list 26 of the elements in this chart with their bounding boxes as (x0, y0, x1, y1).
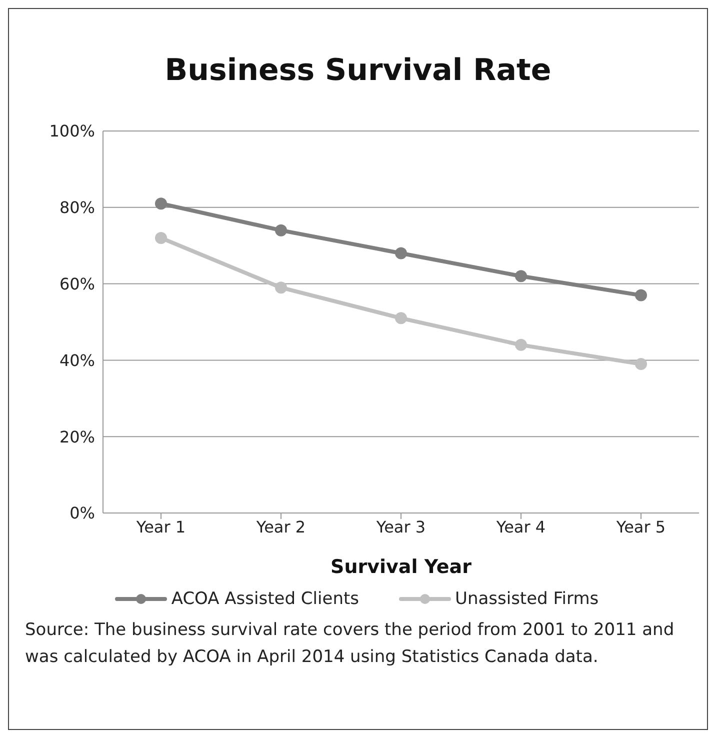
y-tick-label: 100% (49, 122, 95, 141)
point (395, 247, 407, 260)
point (635, 358, 647, 370)
legend-label: Unassisted Firms (455, 589, 599, 609)
legend-label: ACOA Assisted Clients (171, 589, 359, 609)
y-tick-label: 80% (59, 198, 95, 218)
point (275, 282, 287, 294)
x-tick-label: Year 4 (495, 517, 546, 536)
x-tick-label: Year 1 (135, 517, 186, 536)
y-tick-label: 0% (70, 504, 95, 523)
point (275, 224, 287, 236)
x-tick-label: Year 5 (615, 517, 666, 536)
point (515, 338, 527, 351)
y-tick-label: 60% (59, 274, 95, 294)
source-note: Source: The business survival rate covers the period from 2001 to 2011 and was calculated by ACOA in April 2014 using Statistics Canada data. (24, 619, 676, 669)
point (635, 289, 647, 302)
y-tick-label: 20% (59, 427, 95, 446)
y-tick-label: 40% (59, 350, 95, 370)
x-tick-label: Year 2 (255, 517, 306, 536)
point (155, 198, 167, 210)
x-tick-label: Year 3 (375, 517, 426, 536)
chart-title: Business Survival Rate (164, 52, 552, 90)
point (515, 270, 527, 282)
point (395, 312, 407, 324)
x-axis-title: Survival Year (330, 556, 472, 578)
point (155, 232, 167, 244)
